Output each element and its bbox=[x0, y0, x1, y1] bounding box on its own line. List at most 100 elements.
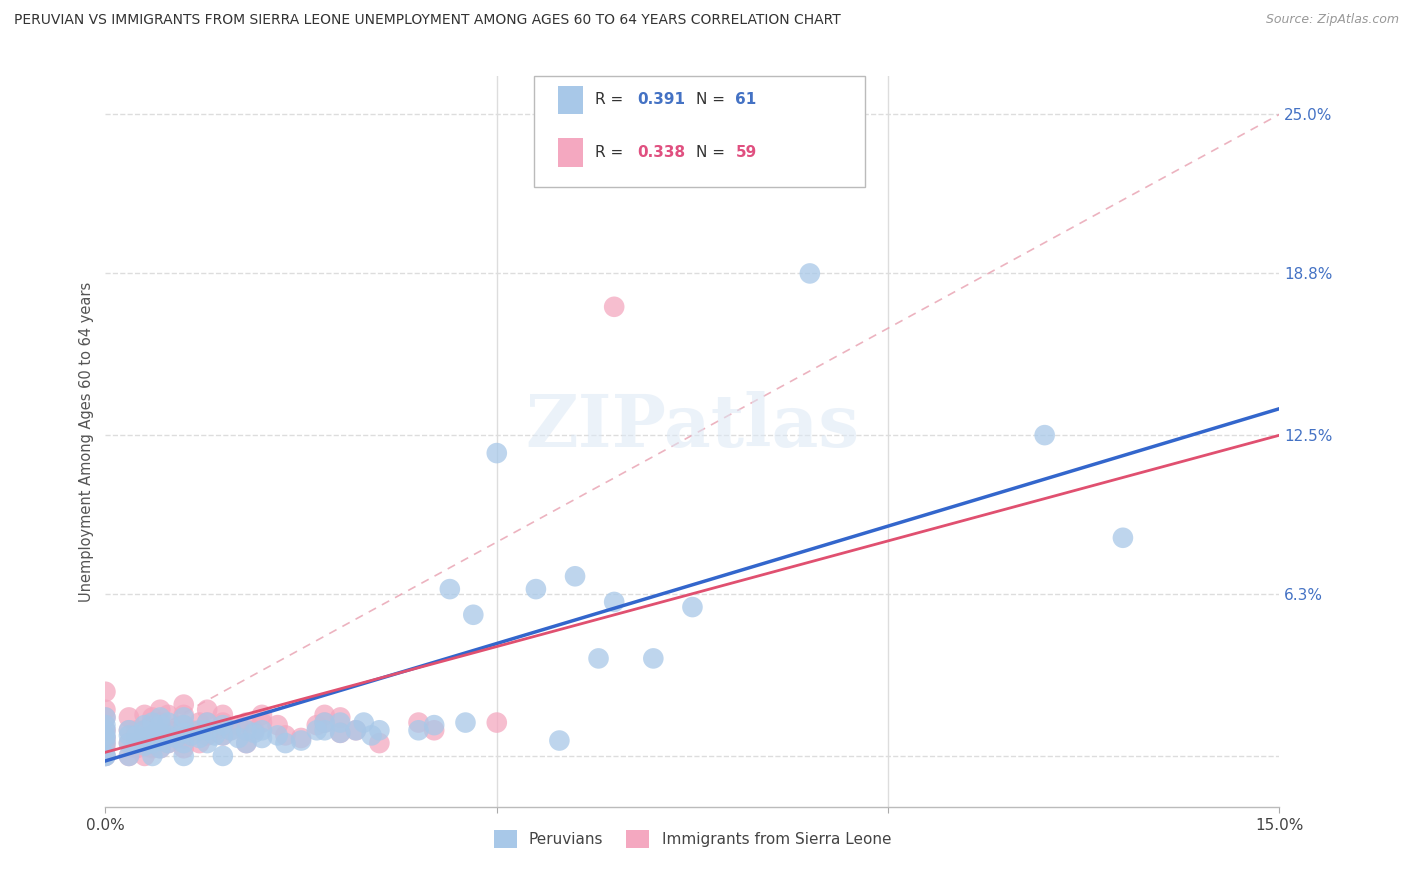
Point bbox=[94, 703, 117, 717]
Point bbox=[188, 736, 211, 750]
Point bbox=[329, 710, 352, 724]
Point bbox=[799, 267, 821, 281]
Point bbox=[94, 723, 117, 738]
Point bbox=[314, 723, 336, 738]
Point bbox=[204, 728, 226, 742]
Point bbox=[94, 710, 117, 724]
Point bbox=[439, 582, 461, 596]
Point bbox=[235, 723, 257, 738]
Text: N =: N = bbox=[696, 93, 730, 107]
Point bbox=[141, 741, 163, 756]
Point bbox=[329, 715, 352, 730]
Point bbox=[94, 731, 117, 745]
Point bbox=[141, 718, 163, 732]
Point bbox=[243, 726, 266, 740]
Point bbox=[211, 718, 233, 732]
Point bbox=[157, 736, 180, 750]
Point bbox=[211, 728, 233, 742]
Point bbox=[118, 736, 141, 750]
Point bbox=[134, 739, 156, 753]
Point bbox=[353, 715, 375, 730]
Point bbox=[211, 748, 233, 763]
Point bbox=[204, 723, 226, 738]
Point bbox=[250, 715, 273, 730]
Point bbox=[94, 748, 117, 763]
Text: PERUVIAN VS IMMIGRANTS FROM SIERRA LEONE UNEMPLOYMENT AMONG AGES 60 TO 64 YEARS : PERUVIAN VS IMMIGRANTS FROM SIERRA LEONE… bbox=[14, 13, 841, 28]
Point bbox=[266, 718, 288, 732]
Point bbox=[134, 723, 156, 738]
Point bbox=[195, 715, 218, 730]
Point bbox=[274, 728, 297, 742]
Point bbox=[118, 736, 141, 750]
Point bbox=[94, 728, 117, 742]
Point bbox=[149, 726, 172, 740]
Point bbox=[134, 736, 156, 750]
Point bbox=[173, 726, 195, 740]
Point bbox=[94, 710, 117, 724]
Point bbox=[173, 710, 195, 724]
Y-axis label: Unemployment Among Ages 60 to 64 years: Unemployment Among Ages 60 to 64 years bbox=[79, 281, 94, 602]
Point bbox=[423, 723, 446, 738]
Point bbox=[368, 736, 391, 750]
Point bbox=[134, 718, 156, 732]
Point bbox=[329, 726, 352, 740]
Point bbox=[408, 723, 430, 738]
Point bbox=[141, 731, 163, 745]
Point bbox=[195, 715, 218, 730]
Point bbox=[157, 715, 180, 730]
Point bbox=[157, 723, 180, 738]
Point bbox=[682, 600, 704, 615]
Text: R =: R = bbox=[595, 145, 628, 160]
Point bbox=[94, 748, 117, 763]
Point bbox=[219, 723, 242, 738]
Point bbox=[165, 731, 187, 745]
Point bbox=[173, 707, 195, 722]
Point bbox=[173, 718, 195, 732]
Point bbox=[344, 723, 367, 738]
Point bbox=[228, 731, 250, 745]
Point bbox=[149, 718, 172, 732]
Point bbox=[149, 703, 172, 717]
Point bbox=[94, 748, 117, 763]
Point bbox=[314, 715, 336, 730]
Text: 0.338: 0.338 bbox=[637, 145, 685, 160]
Point bbox=[454, 715, 477, 730]
Point bbox=[235, 736, 257, 750]
Point bbox=[235, 736, 257, 750]
Point bbox=[485, 446, 508, 460]
Point bbox=[94, 731, 117, 745]
Point bbox=[118, 728, 141, 742]
Point bbox=[360, 728, 382, 742]
Point bbox=[149, 710, 172, 724]
Point bbox=[603, 595, 626, 609]
Point bbox=[588, 651, 610, 665]
Point bbox=[157, 728, 180, 742]
Point bbox=[274, 736, 297, 750]
Point bbox=[314, 707, 336, 722]
Point bbox=[118, 710, 141, 724]
Point bbox=[94, 723, 117, 738]
Legend: Peruvians, Immigrants from Sierra Leone: Peruvians, Immigrants from Sierra Leone bbox=[488, 823, 897, 855]
Point bbox=[603, 300, 626, 314]
Text: 61: 61 bbox=[735, 93, 756, 107]
Point bbox=[141, 728, 163, 742]
Point bbox=[125, 728, 148, 742]
Point bbox=[173, 731, 195, 745]
Point bbox=[250, 731, 273, 745]
Point bbox=[266, 728, 288, 742]
Point bbox=[125, 741, 148, 756]
Point bbox=[141, 748, 163, 763]
Point bbox=[195, 728, 218, 742]
Point bbox=[94, 741, 117, 756]
Point bbox=[134, 723, 156, 738]
Point bbox=[188, 715, 211, 730]
Point bbox=[188, 731, 211, 745]
Point bbox=[250, 707, 273, 722]
Point bbox=[329, 726, 352, 740]
Point bbox=[118, 748, 141, 763]
Point bbox=[157, 736, 180, 750]
Point bbox=[118, 723, 141, 738]
Point bbox=[149, 741, 172, 756]
Point bbox=[564, 569, 586, 583]
Point bbox=[118, 723, 141, 738]
